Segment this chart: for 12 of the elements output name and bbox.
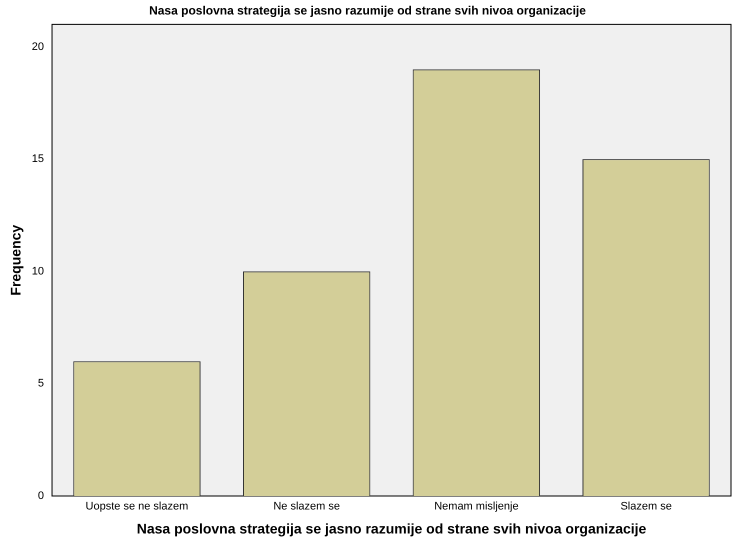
x-axis-title: Nasa poslovna strategija se jasno razumije od strane svih nivoa organizacije bbox=[136, 520, 647, 536]
x-tick-label: Nemam misljenje bbox=[434, 500, 519, 513]
chart-title: Nasa poslovna strategija se jasno razumije od strane svih nivoa organizacije bbox=[149, 4, 586, 18]
x-tick-label: Ne slazem se bbox=[273, 500, 340, 513]
x-tick-label: Uopste se ne slazem bbox=[86, 500, 188, 513]
y-tick-label: 0 bbox=[38, 490, 44, 502]
y-tick-label: 10 bbox=[32, 265, 44, 278]
y-tick-label: 20 bbox=[32, 40, 44, 53]
y-axis-title: Frequency bbox=[7, 224, 24, 296]
y-tick-label: 15 bbox=[32, 153, 44, 166]
y-tick-label: 5 bbox=[38, 378, 44, 390]
x-tick-label: Slazem se bbox=[620, 500, 672, 513]
